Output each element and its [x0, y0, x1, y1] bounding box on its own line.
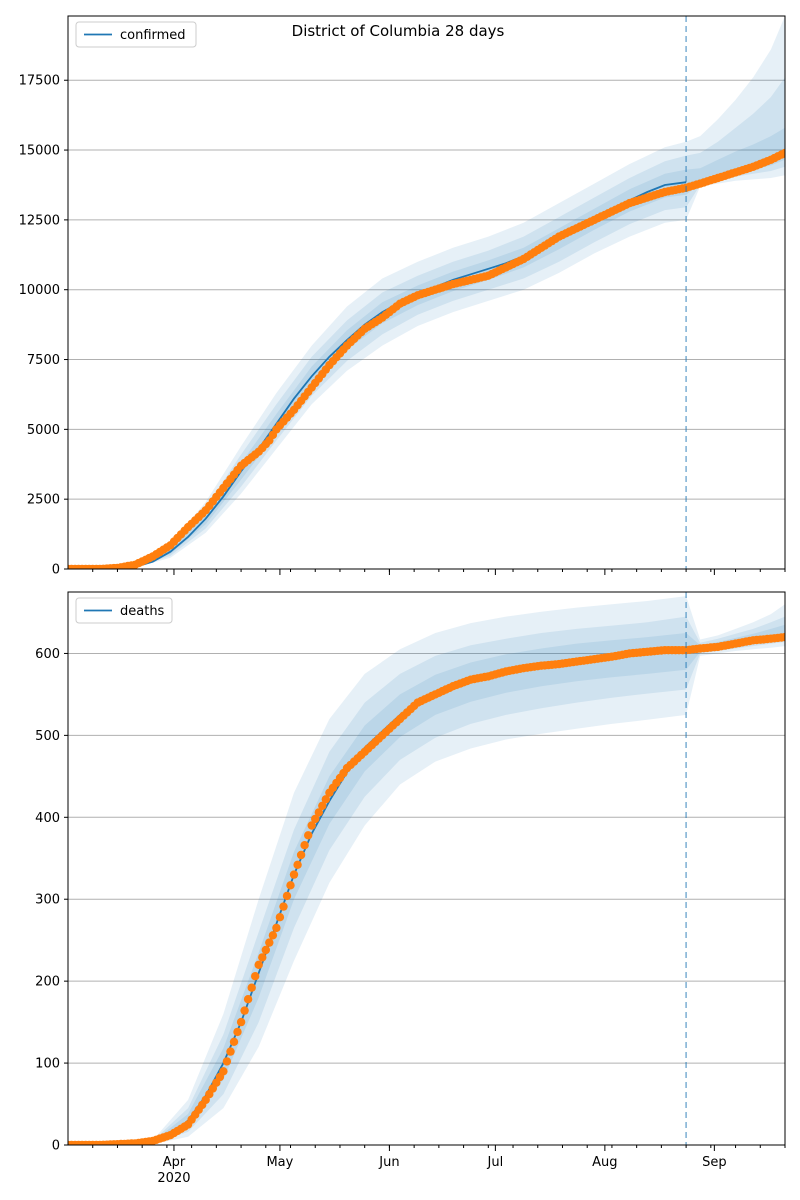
x-tick-label: Jun [378, 1155, 399, 1170]
observed-point [780, 148, 785, 158]
legend-label: confirmed [120, 28, 186, 43]
chart-title: District of Columbia 28 days [292, 22, 505, 40]
observed-point [251, 972, 260, 981]
legend: confirmed [75, 21, 197, 48]
y-tick-label: 7500 [27, 353, 60, 368]
y-tick-label: 5000 [27, 423, 60, 438]
y-tick-label: 12500 [19, 213, 60, 228]
observed-point [275, 913, 285, 922]
y-tick-label: 2500 [27, 493, 60, 508]
y-tick-label: 200 [35, 975, 60, 990]
y-tick-label: 10000 [19, 283, 60, 298]
observed-point [307, 821, 316, 830]
observed-point [314, 808, 323, 817]
observed-point [243, 995, 253, 1004]
legend-label: deaths [120, 604, 165, 619]
observed-point [780, 632, 785, 642]
observed-point [226, 1047, 235, 1056]
x-tick-label: May [266, 1155, 293, 1170]
y-tick-label: 17500 [19, 74, 60, 89]
observed-point [268, 931, 278, 940]
observed-point [222, 1057, 232, 1066]
plot-area [68, 592, 785, 1145]
observed-point [258, 953, 267, 962]
observed-point [286, 881, 295, 890]
legend-box [75, 597, 173, 624]
y-tick-label: 100 [35, 1057, 60, 1072]
observed-point [296, 850, 306, 860]
y-tick-label: 0 [52, 563, 60, 578]
y-tick-label: 600 [35, 647, 60, 662]
observed-point [272, 923, 281, 933]
y-tick-label: 400 [35, 811, 60, 826]
observed-point [321, 795, 330, 804]
x-tick-label: Sep [702, 1155, 727, 1170]
observed-point [261, 945, 270, 955]
uncertainty-band [68, 77, 785, 569]
y-tick-label: 500 [35, 729, 60, 744]
legend-box [75, 21, 197, 48]
y-tick-label: 300 [35, 893, 60, 908]
legend: deaths [75, 597, 173, 624]
observed-point [279, 902, 288, 911]
x-tick-label: Aug [592, 1155, 617, 1170]
axes-frame [67, 15, 786, 570]
x-year-label: 2020 [157, 1171, 190, 1186]
observed-point [229, 1037, 239, 1047]
x-tick-label: Jul [487, 1155, 504, 1170]
x-tick-label: Apr [163, 1155, 186, 1170]
axes-frame [67, 591, 786, 1146]
confirmed-panel: 0 2500 5000 7500 10000 12500 15000 17500 confirm… [19, 15, 786, 578]
observed-point [289, 870, 299, 879]
observed-point [318, 801, 327, 810]
observed-point [265, 938, 274, 947]
y-tick-label: 0 [52, 1139, 60, 1154]
observed-point [282, 891, 292, 901]
y-tick-label: 15000 [19, 144, 60, 159]
observed-point [293, 860, 302, 869]
observed-point [311, 814, 320, 824]
observed-point [247, 983, 256, 992]
observed-point [233, 1027, 242, 1037]
observed-point [254, 960, 263, 969]
plot-area [68, 16, 785, 569]
observed-point [219, 1067, 228, 1076]
observed-point [304, 831, 313, 840]
uncertainty-band [68, 624, 785, 1145]
observed-point [300, 841, 309, 850]
observed-point [236, 1017, 246, 1027]
observed-point [240, 1006, 249, 1015]
